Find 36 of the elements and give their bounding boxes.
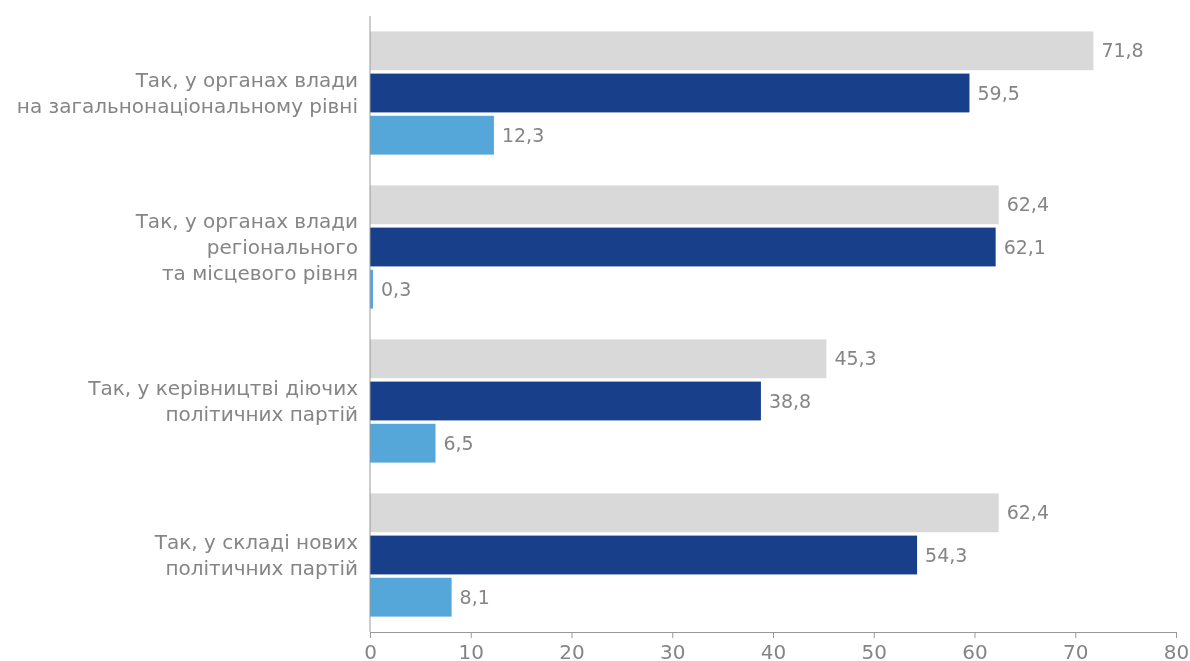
data-label: 45,3 — [834, 347, 877, 370]
x-tick-label: 40 — [760, 640, 787, 661]
bar — [370, 577, 452, 617]
bar — [370, 493, 999, 533]
x-tick-label: 30 — [660, 640, 686, 661]
data-label: 38,8 — [768, 389, 812, 412]
data-label: 12,3 — [501, 123, 545, 146]
bar — [370, 31, 1094, 71]
x-tick-label: 80 — [1163, 640, 1190, 661]
x-tick-label: 10 — [458, 640, 484, 661]
data-label: 71,8 — [1101, 39, 1144, 62]
y-tick-label: Так, у керівництві діючих політичних партій — [87, 376, 359, 426]
bar — [370, 73, 970, 113]
x-tick-label: 70 — [1063, 640, 1089, 661]
data-label: 62,4 — [1006, 501, 1049, 524]
bar — [370, 535, 918, 575]
bar — [370, 381, 761, 421]
data-label: 62,1 — [1003, 235, 1046, 258]
data-label: 0,3 — [381, 277, 412, 300]
x-tick-label: 50 — [861, 640, 887, 661]
bar — [370, 339, 827, 379]
data-label: 59,5 — [977, 81, 1020, 104]
y-tick-label: Так, у складі нових політичних партій — [153, 530, 359, 580]
data-label: 62,4 — [1006, 193, 1049, 216]
bar — [370, 185, 999, 225]
data-label: 8,1 — [459, 585, 490, 608]
bar — [370, 115, 494, 155]
bar — [370, 227, 996, 267]
data-label: 6,5 — [443, 431, 474, 454]
x-tick-label: 0 — [364, 640, 377, 661]
y-tick-label: Так, у органах влади на загальнонаціональному рівні — [16, 68, 358, 118]
x-tick-label: 60 — [962, 640, 988, 661]
data-label: 54,3 — [925, 543, 968, 566]
y-tick-label: Так, у органах влади регіонального та місцевого рівня — [134, 209, 358, 285]
bar — [370, 423, 436, 463]
x-tick-label: 20 — [559, 640, 585, 661]
